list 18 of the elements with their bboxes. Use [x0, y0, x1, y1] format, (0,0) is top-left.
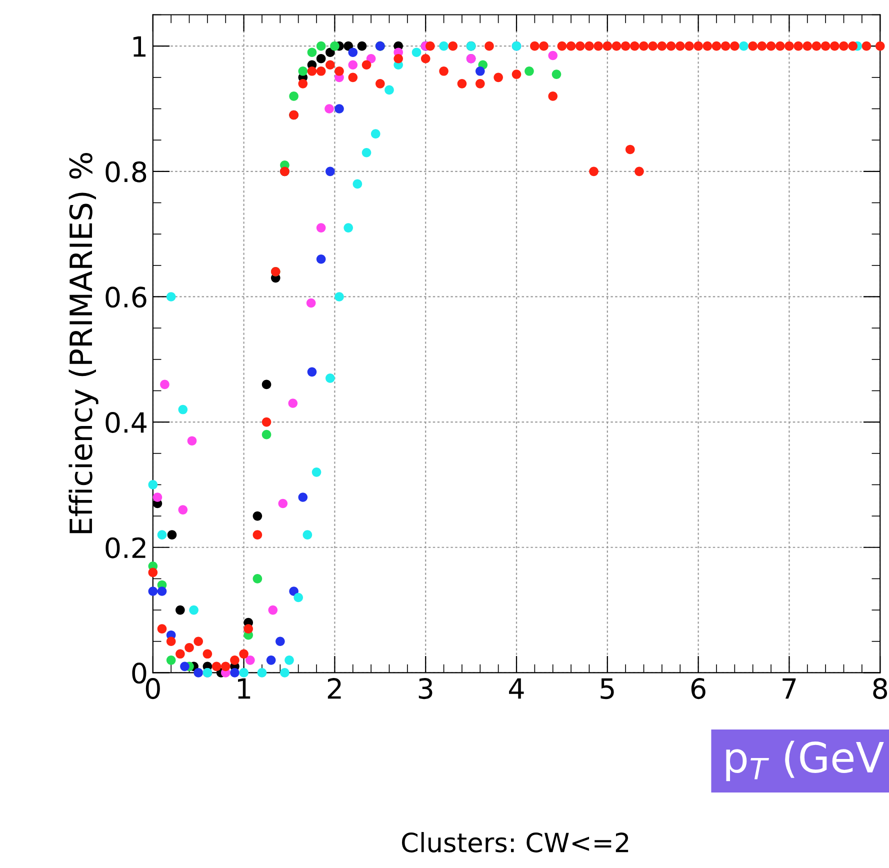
- x-tick-label: 0: [146, 678, 160, 700]
- y-tick-label: 0: [132, 662, 146, 684]
- x-tick-label: 2: [328, 678, 341, 699]
- x-tick-label: 1: [238, 678, 250, 699]
- text: Clusters: CW<=2: [402, 832, 628, 852]
- y-axis-title: Efficiency (PRIMARIES) %: [68, 153, 98, 534]
- x-tick-label: 5: [600, 678, 614, 700]
- x-tick-label: 6: [691, 678, 706, 700]
- y-tick-label: 0.4: [106, 412, 146, 434]
- y-tick-label: 0.8: [106, 161, 146, 182]
- x-axis-title: p$_{T}$ (GeV: [726, 740, 884, 782]
- x-tick-label: 4: [509, 678, 524, 699]
- y-tick-label: 0.6: [106, 286, 146, 308]
- y-tick-label: 1: [133, 36, 146, 57]
- y-tick-label: 0.2: [106, 537, 146, 558]
- x-tick-label: 8: [873, 678, 888, 700]
- x-tick-label: 3: [418, 678, 432, 700]
- x-tick-label: 7: [782, 678, 796, 699]
